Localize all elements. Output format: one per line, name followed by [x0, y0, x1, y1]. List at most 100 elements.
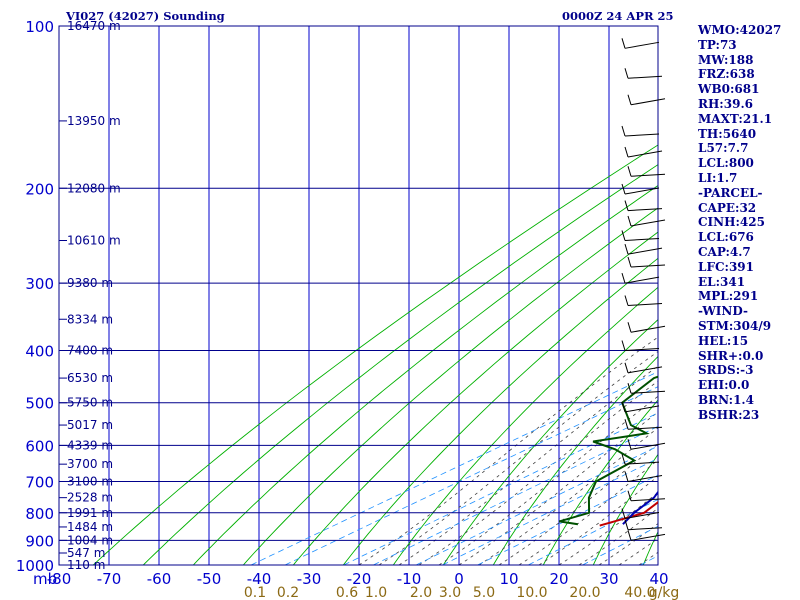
- wind-barb-flag: [627, 322, 632, 333]
- wind-barb: [624, 41, 660, 49]
- sounding-index: CINH:425: [698, 215, 765, 230]
- dry-adiabat: [242, 207, 658, 565]
- pressure-tick-label: 500: [25, 395, 54, 413]
- moist-adiabat: [418, 380, 658, 565]
- sounding-index: SHR+:0.0: [698, 348, 764, 363]
- wind-barb: [630, 498, 666, 502]
- sounding-index: TP:73: [698, 37, 737, 52]
- wind-barb: [627, 475, 663, 483]
- wind-barb: [630, 264, 666, 268]
- height-label: 3100 m: [67, 475, 113, 489]
- moist-adiabat: [358, 336, 658, 565]
- mixing-ratio-label: 40.0: [624, 585, 655, 600]
- wind-barb-flag: [627, 256, 632, 268]
- wind-barb-flag: [627, 490, 632, 501]
- wind-barb-flag: [621, 273, 626, 284]
- dry-adiabat: [592, 453, 658, 565]
- wind-barb: [630, 219, 666, 227]
- sounding-index: CAPE:32: [698, 200, 757, 215]
- mixing-ratio-label: 0.2: [277, 585, 299, 600]
- sounding-index: MAXT:21.1: [698, 111, 773, 126]
- temperature-tick-label: -20: [347, 570, 372, 588]
- plot-frame: [58, 25, 659, 566]
- sounding-index: MW:188: [698, 52, 754, 67]
- dry-adiabat: [392, 286, 658, 565]
- temperature-tick-label: -80: [47, 570, 72, 588]
- sounding-index: HEL:15: [698, 333, 749, 348]
- sounding-index: RH:39.6: [698, 97, 753, 111]
- wind-barb-flag: [624, 362, 629, 373]
- sounding-time: 0000Z 24 APR 25: [562, 9, 674, 23]
- mixing-ratio-label: 1.0: [365, 585, 387, 600]
- sounding-index: LFC:391: [698, 259, 754, 274]
- wind-barb: [624, 133, 660, 137]
- mixing-ratio-label: 5.0: [473, 585, 495, 600]
- sounding-index: BRN:1.4: [698, 393, 754, 407]
- mixing-ratio-label: 0.1: [244, 585, 266, 600]
- sounding-index: CAP:4.7: [698, 245, 751, 259]
- sounding-profiles: [559, 375, 658, 527]
- height-label: 2528 m: [67, 491, 113, 505]
- wind-barb-flag: [624, 146, 629, 158]
- pressure-tick-label: 700: [25, 474, 54, 492]
- height-label: 5017 m: [67, 418, 113, 432]
- pressure-tick-label: 900: [25, 532, 54, 550]
- dewpoint-profile: [559, 375, 658, 526]
- dry-adiabat: [342, 257, 658, 565]
- wind-barb-flag: [627, 530, 632, 541]
- isotherm-lines: [59, 26, 610, 565]
- mixing-ratio-line: [250, 371, 658, 565]
- temperature-axis: -80 -70 -60 -50 -40 -30 -20 -10 0 10 20 30 40: [47, 570, 669, 588]
- sounding-index: EHI:0.0: [698, 378, 750, 393]
- pressure-tick-label: 100: [25, 18, 54, 36]
- pressure-tick-label: 300: [25, 275, 54, 293]
- mixing-ratio-label: 2.0: [410, 585, 432, 600]
- height-label: 6530 m: [67, 371, 113, 385]
- moist-adiabat-lines: [358, 336, 658, 565]
- height-label: 8334 m: [67, 312, 113, 326]
- dry-adiabat: [142, 164, 658, 565]
- sounding-index: L57:7.7: [698, 141, 749, 156]
- sounding-index: LCL:676: [698, 230, 754, 245]
- height-label: 1991 m: [67, 506, 113, 520]
- wind-barb-flag: [621, 401, 626, 413]
- temperature-tick-label: -70: [97, 570, 122, 588]
- sounding-index: STM:304/9: [698, 319, 772, 333]
- wind-barb: [627, 426, 663, 430]
- height-label: 9380 m: [67, 276, 113, 290]
- mixing-ratio-label: 3.0: [439, 585, 461, 600]
- wind-barb: [630, 390, 666, 394]
- wind-barbs: [621, 38, 666, 541]
- dry-adiabat: [492, 355, 658, 565]
- wind-barb: [627, 208, 663, 212]
- sounding-index: -PARCEL-: [698, 185, 763, 200]
- wind-barb: [624, 237, 660, 241]
- dry-adiabat: [542, 399, 658, 565]
- mixing-ratio-label: 10.0: [516, 585, 547, 600]
- wind-barb-flag: [624, 419, 629, 430]
- pressure-tick-label: 200: [25, 180, 54, 198]
- sounding-index: WMO:42027: [698, 23, 782, 37]
- wind-barb: [627, 247, 663, 255]
- sounding-index: WB0:681: [698, 82, 760, 97]
- wind-barb: [624, 512, 660, 520]
- wind-barb-flag: [624, 295, 629, 306]
- temperature-tick-label: 20: [549, 570, 568, 588]
- wind-barb: [627, 527, 663, 531]
- sounding-index: EL:341: [698, 274, 746, 289]
- sounding-index: LCL:800: [698, 156, 754, 171]
- wind-barb-flag: [621, 38, 626, 49]
- wind-barb-flag: [624, 68, 629, 79]
- wind-barb-flag: [627, 439, 632, 450]
- wind-barb: [627, 302, 663, 306]
- moist-adiabat: [398, 365, 658, 565]
- wind-barb: [624, 461, 660, 465]
- height-label: 547 m: [67, 546, 105, 560]
- height-label: 1484 m: [67, 520, 113, 534]
- height-label: 4339 m: [67, 438, 113, 452]
- wind-barb: [630, 98, 666, 106]
- height-label: 12080 m: [67, 181, 121, 195]
- pressure-tick-label: 600: [25, 437, 54, 455]
- wind-barb: [627, 150, 663, 158]
